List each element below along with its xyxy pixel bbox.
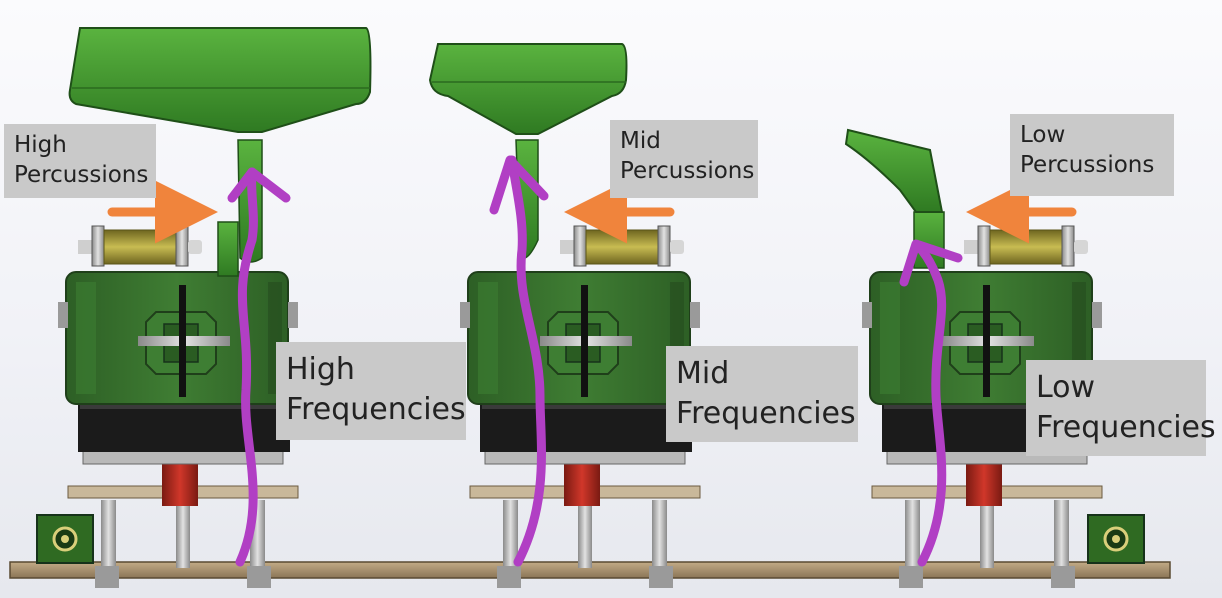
low-solenoid <box>963 225 1089 267</box>
low-beater <box>844 128 945 269</box>
left-connector <box>35 513 95 565</box>
low-frequency-arrow <box>899 239 963 567</box>
mid-solenoid <box>559 225 685 267</box>
mid-frequency-arrow <box>489 155 549 567</box>
mid-percussions-label: Mid Percussions <box>610 120 758 198</box>
high-frequency-arrow <box>227 167 291 567</box>
high-percussions-label: High Percussions <box>4 124 156 198</box>
high-solenoid <box>77 225 203 267</box>
right-connector <box>1086 513 1146 565</box>
high-frequencies-label: High Frequencies <box>276 342 466 440</box>
low-percussions-label: Low Percussions <box>1010 114 1174 196</box>
mid-beater <box>428 43 628 260</box>
mid-unit <box>459 271 701 589</box>
mid-frequencies-label: Mid Frequencies <box>666 346 858 442</box>
low-frequencies-label: Low Frequencies <box>1026 360 1216 456</box>
